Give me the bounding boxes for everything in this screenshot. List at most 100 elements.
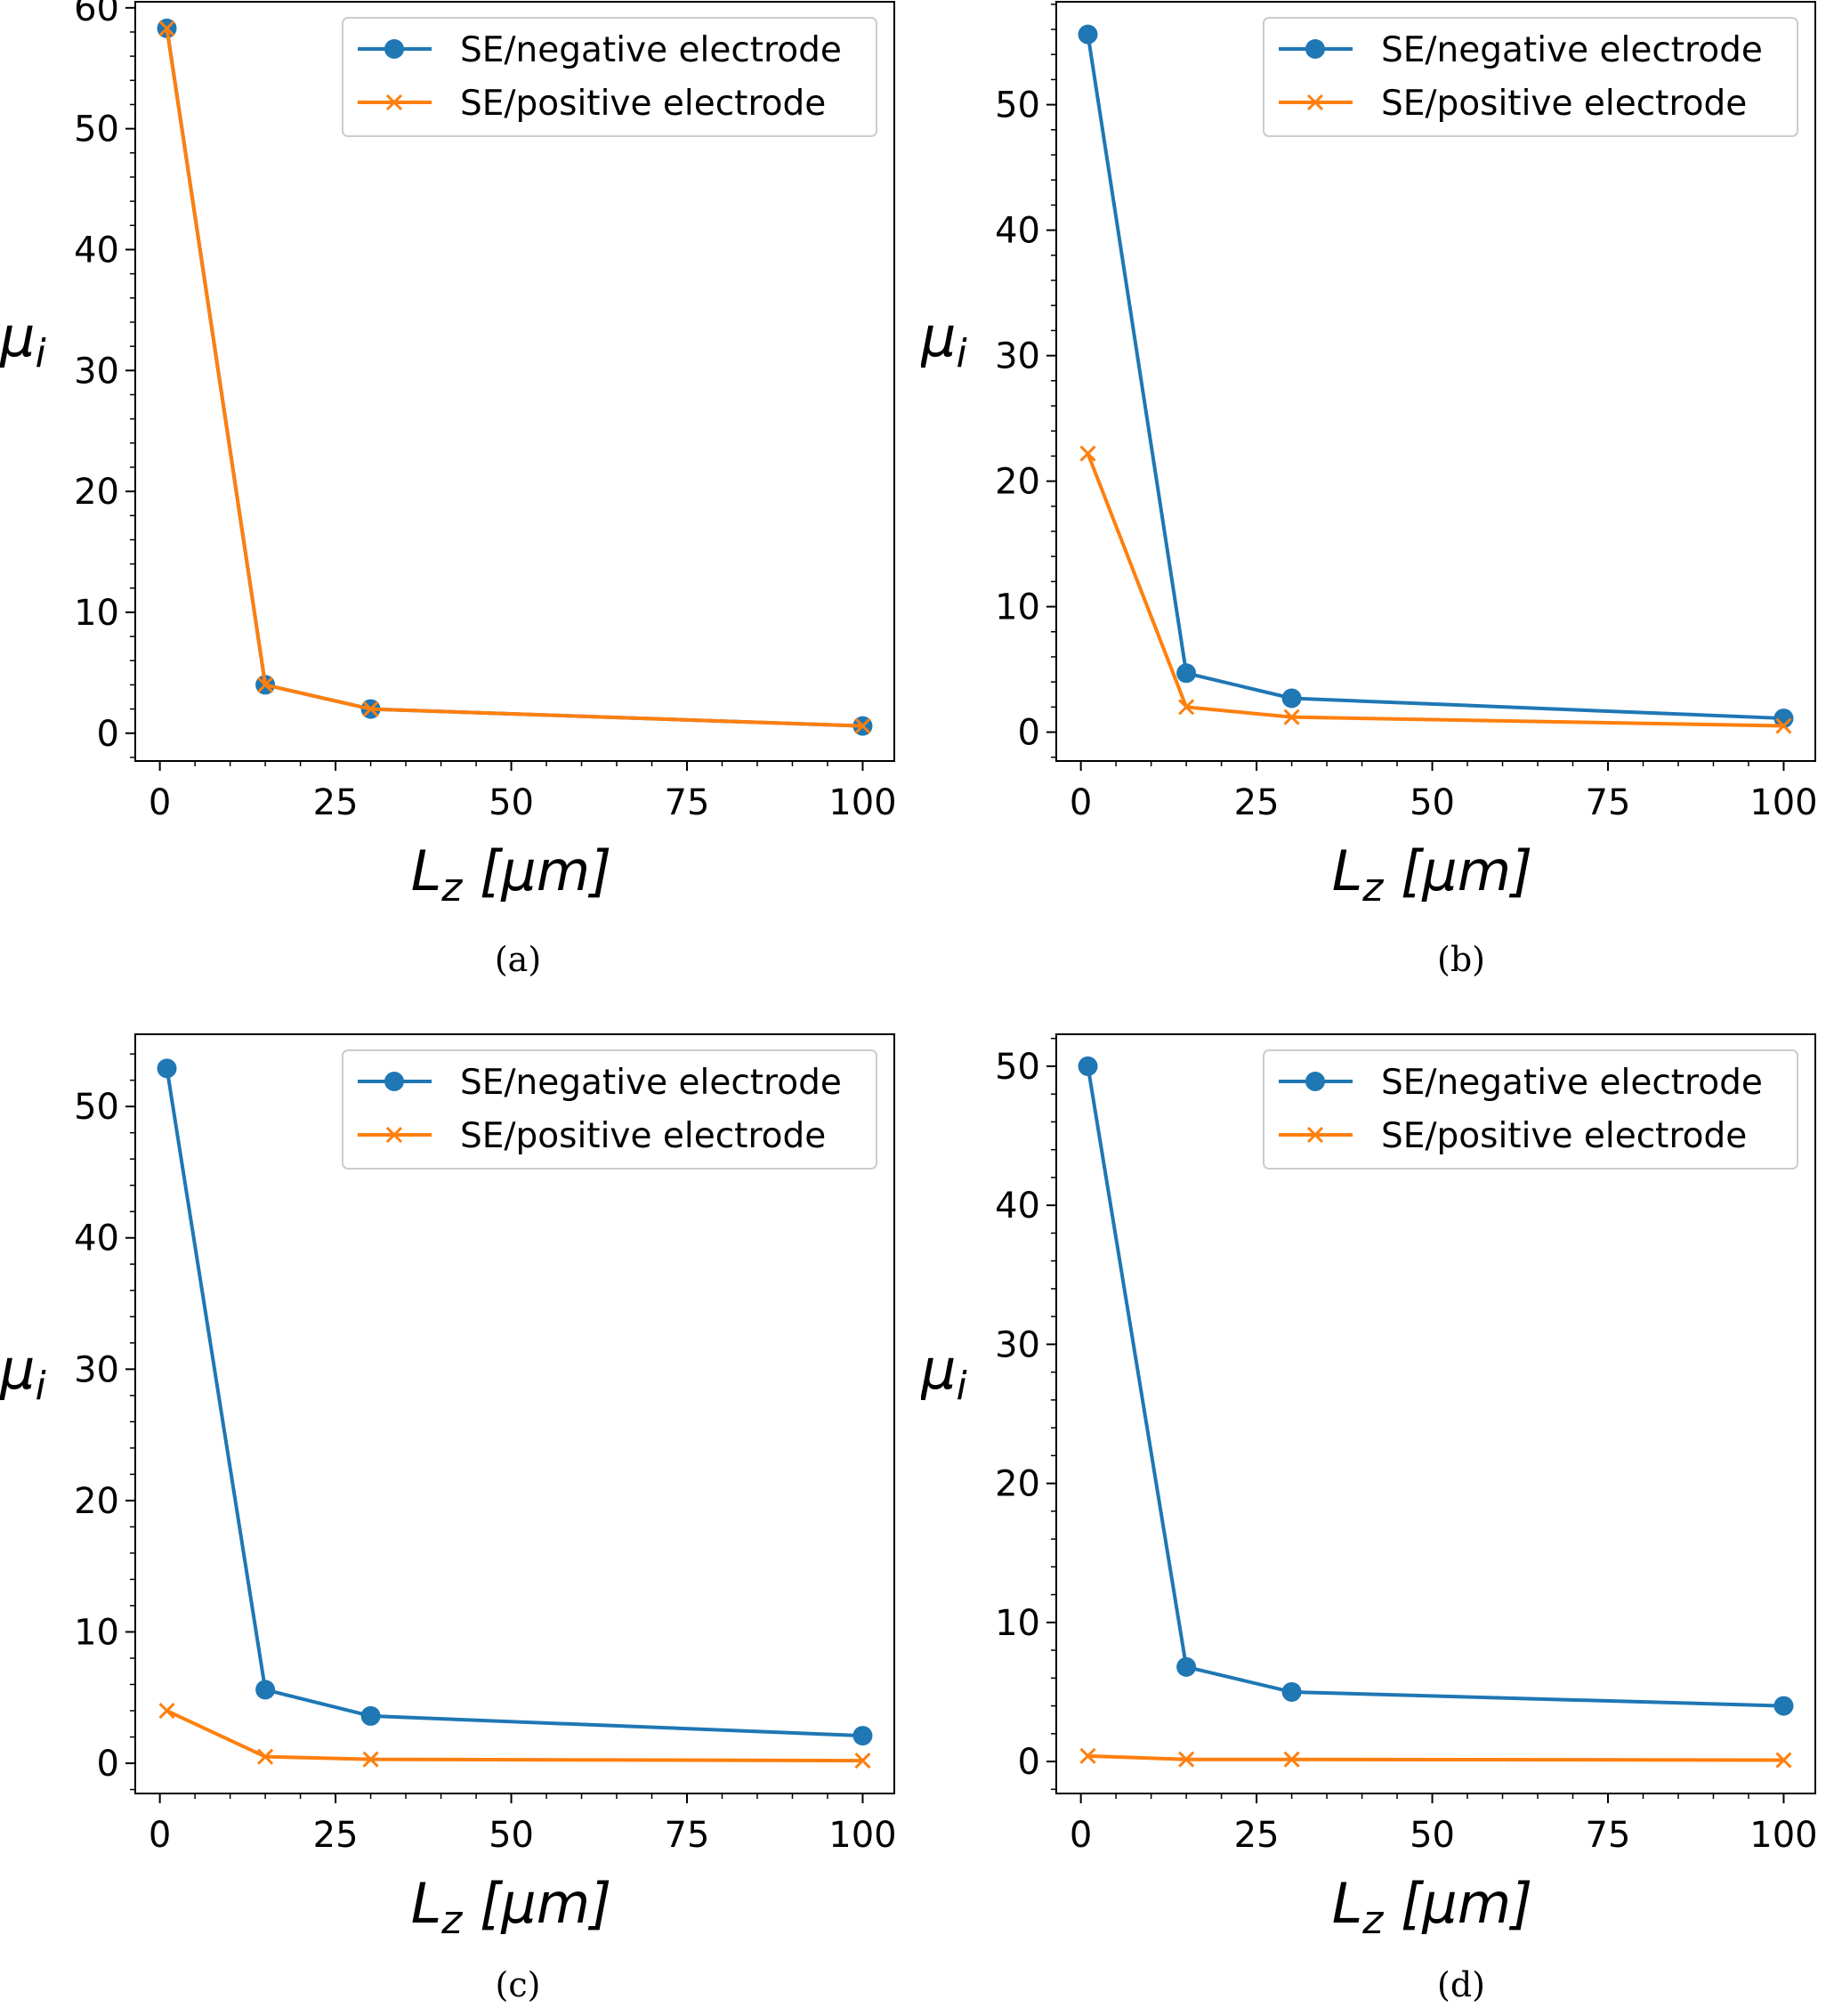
- data-point-positive: [257, 676, 274, 693]
- y-tick-label: 30: [995, 1324, 1040, 1365]
- x-tick-label: 50: [489, 1815, 534, 1856]
- x-marker-stroke: [362, 700, 379, 717]
- data-point-negative: [360, 1705, 381, 1726]
- data-point-negative: [1078, 24, 1098, 45]
- y-tick-label: 40: [995, 1186, 1040, 1227]
- y-tick-label: 10: [74, 1612, 119, 1653]
- data-point-positive: [1178, 1751, 1195, 1768]
- data-point-negative: [157, 1058, 177, 1079]
- series-line-positive: [166, 1709, 863, 1763]
- data-point-positive: [1178, 699, 1195, 716]
- legend-label: SE/positive electrode: [460, 1116, 826, 1156]
- legend-label: SE/negative electrode: [460, 1063, 842, 1103]
- x-marker-stroke: [854, 717, 871, 734]
- x-axis-label: Lz [μm]: [1332, 1871, 1533, 1943]
- data-point-negative: [1281, 1681, 1302, 1702]
- y-tick-label: 60: [74, 0, 119, 29]
- x-axis-label: Lz [μm]: [411, 1871, 612, 1943]
- x-marker-stroke: [257, 1748, 274, 1765]
- x-marker-stroke: [1079, 445, 1096, 462]
- chart-panel-b: 0 10 20 30 40 50 0 25 50 75 100 SE/negative electro…: [921, 1, 1818, 911]
- data-point-negative: [852, 1726, 873, 1746]
- y-tick-label: 40: [74, 230, 119, 271]
- x-tick-label: 75: [1586, 782, 1631, 823]
- legend-marker-x: [1306, 1126, 1324, 1144]
- legend-label: SE/positive electrode: [460, 84, 826, 124]
- caption-c: (c): [495, 1965, 541, 2004]
- data-point-positive: [854, 717, 871, 734]
- legend-box: [1263, 1049, 1798, 1170]
- x-marker-stroke: [158, 20, 175, 36]
- series-line-negative: [1086, 1065, 1784, 1708]
- data-point-positive: [362, 1751, 379, 1768]
- y-tick-label: 20: [74, 1481, 119, 1522]
- data-point-negative: [1773, 1696, 1794, 1716]
- legend-label: SE/negative electrode: [460, 30, 842, 70]
- y-tick-label: 40: [995, 211, 1040, 252]
- x-marker-stroke: [362, 1751, 379, 1768]
- x-marker-stroke: [1178, 1751, 1195, 1768]
- x-marker-stroke: [854, 1753, 871, 1769]
- y-tick-label: 40: [74, 1219, 119, 1259]
- data-point-negative: [1176, 1656, 1197, 1677]
- legend-box: [342, 17, 877, 137]
- data-point-positive: [1079, 445, 1096, 462]
- caption-d: (d): [1437, 1965, 1485, 2004]
- y-tick-label: 10: [995, 1603, 1040, 1644]
- caption-b: (b): [1437, 940, 1485, 979]
- legend-marker-circle: [384, 39, 404, 59]
- legend-marker-x: [385, 93, 403, 111]
- x-tick-label: 0: [1070, 1815, 1092, 1856]
- x-tick-label: 25: [1234, 1815, 1280, 1856]
- data-point-positive: [1775, 717, 1792, 734]
- series-line-positive: [1087, 1753, 1784, 1762]
- x-marker-stroke: [257, 676, 274, 693]
- legend-box: [342, 1049, 877, 1170]
- legend-marker-circle: [384, 1072, 404, 1091]
- data-point-negative: [255, 1680, 276, 1700]
- y-tick-label: 0: [1018, 1742, 1040, 1783]
- plot-frame: [134, 1033, 895, 1794]
- x-tick-label: 25: [313, 1815, 359, 1856]
- legend-marker-x: [385, 1126, 403, 1144]
- x-marker-stroke: [158, 1702, 175, 1720]
- legend-marker-circle: [1305, 39, 1325, 59]
- x-tick-label: 75: [665, 782, 710, 823]
- y-tick-label: 0: [1018, 713, 1040, 754]
- y-tick-label: 10: [995, 587, 1040, 628]
- caption-a: (a): [494, 940, 542, 979]
- y-tick-label: 20: [74, 472, 119, 513]
- series-line-positive: [165, 28, 863, 728]
- data-point-positive: [1283, 1751, 1300, 1768]
- legend: SE/negative electrode SE/positive electro…: [1263, 17, 1798, 137]
- y-tick-label: 0: [97, 1744, 119, 1785]
- data-point-positive: [257, 1748, 274, 1765]
- x-tick-label: 0: [149, 782, 171, 823]
- y-tick-label: 10: [74, 593, 119, 634]
- series-line-negative: [165, 1068, 863, 1738]
- y-tick-label: 30: [74, 1349, 119, 1390]
- plot-frame: [1055, 1, 1816, 762]
- legend-label: SE/negative electrode: [1381, 1063, 1763, 1103]
- plot-frame: [134, 1, 895, 762]
- chart-panel-c: 0 10 20 30 40 50 0 25 50 75 100 SE/negative electro…: [0, 1033, 897, 1943]
- x-tick-label: 100: [828, 782, 896, 823]
- data-point-negative: [1773, 708, 1794, 729]
- x-tick-label: 25: [1234, 782, 1280, 823]
- chart-panel-d: 0 10 20 30 40 50 0 25 50 75 100 SE/negative electro…: [921, 1033, 1818, 1943]
- data-point-positive: [1775, 1752, 1792, 1769]
- x-tick-label: 25: [313, 782, 359, 823]
- x-marker-stroke: [1178, 699, 1195, 716]
- y-axis-label: μi: [921, 304, 967, 376]
- x-axis-label: Lz [μm]: [1332, 838, 1533, 911]
- data-point-positive: [362, 700, 379, 717]
- x-tick-label: 75: [1586, 1815, 1631, 1856]
- data-point-negative: [1281, 688, 1302, 708]
- y-axis-label: μi: [0, 304, 46, 376]
- x-marker-stroke: [1283, 708, 1300, 725]
- legend-box: [1263, 17, 1798, 137]
- x-marker-stroke: [1775, 717, 1792, 734]
- legend: SE/negative electrode SE/positive electro…: [342, 17, 877, 137]
- x-tick-label: 50: [1410, 1815, 1455, 1856]
